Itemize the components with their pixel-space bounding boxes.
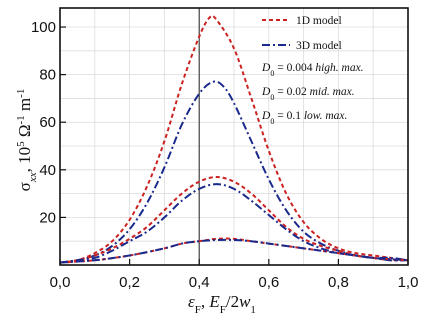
x-axis-title: εF, EF/2w1 <box>188 292 256 316</box>
series-line-mid-3d <box>59 183 409 264</box>
annotation-low-text: low. max. <box>304 110 348 122</box>
annotation-low: D0 = 0.1 low. max. <box>261 110 347 126</box>
ticks: 0,0 0,2 0,4 0,6 0,8 1,0 20 40 60 80 100 <box>31 19 418 291</box>
y-tick-label: 100 <box>31 19 56 36</box>
series-line-high-3d <box>59 80 409 264</box>
legend-3d-label: 3D model <box>296 40 342 52</box>
y-tick-label: 40 <box>39 162 56 179</box>
y-tick-label: 60 <box>39 114 56 131</box>
y-axis-title: σxx, 105 Ω-1 m-1 <box>15 89 39 192</box>
grid <box>60 8 408 265</box>
series-line-low-1d <box>59 237 409 264</box>
series-line-low-3d <box>59 238 409 264</box>
annotation-mid: D0 = 0.02 mid. max. <box>261 86 355 102</box>
x-tick-label: 1,0 <box>398 274 419 291</box>
legend-1d-label: 1D model <box>296 15 342 27</box>
plot-frame <box>59 7 409 266</box>
annotation-high: D0 = 0.004 high. max. <box>261 62 364 78</box>
series-group <box>59 14 409 264</box>
y-tick-label: 20 <box>39 209 56 226</box>
annotation-high-text: high. max. <box>315 62 363 74</box>
annotation-mid-d0: 0.02 <box>287 86 307 98</box>
x-tick-label: 0,0 <box>50 274 71 291</box>
legend: 1D model 3D model D0 = 0.004 high. max. … <box>261 15 364 126</box>
annotation-low-d0: 0.1 <box>287 110 302 122</box>
series-line-high-1d <box>59 14 409 264</box>
annotation-high-d0: 0.004 <box>287 62 313 74</box>
x-tick-label: 0,6 <box>258 274 279 291</box>
x-tick-label: 0,4 <box>189 274 210 291</box>
annotation-mid-text: mid. max. <box>310 86 355 98</box>
x-tick-label: 0,2 <box>119 274 140 291</box>
x-tick-label: 0,8 <box>328 274 349 291</box>
y-tick-label: 80 <box>39 67 56 84</box>
